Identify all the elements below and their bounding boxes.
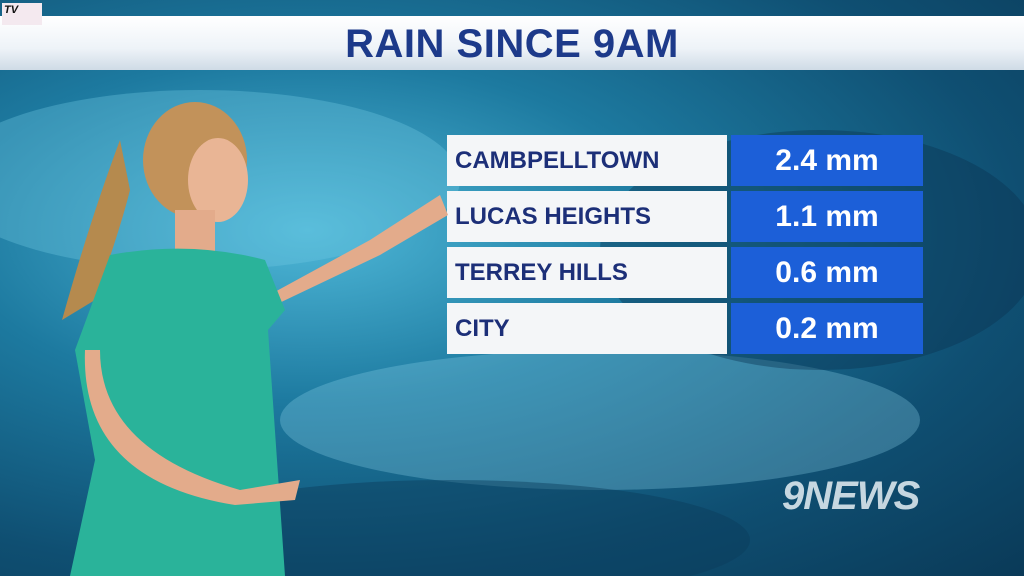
lower-arm [84,350,300,505]
location-cell: CITY [447,303,727,354]
location-cell: CAMBPELLTOWN [447,135,727,186]
corner-logo: TV [2,3,42,25]
cloud [280,350,920,490]
title-banner [0,16,1024,70]
cloud [150,480,750,576]
face [188,138,248,222]
location-cell: TERREY HILLS [447,247,727,298]
channel-logo: 9NEWS [782,474,920,518]
location-cell: LUCAS HEIGHTS [447,191,727,242]
rainfall-cell: 0.2 mm [731,303,923,354]
arm [260,195,448,305]
hair-ponytail [62,140,130,320]
rainfall-cell: 2.4 mm [731,135,923,186]
rainfall-cell: 1.1 mm [731,191,923,242]
rainfall-cell: 0.6 mm [731,247,923,298]
title: RAIN SINCE 9AM [345,22,679,66]
